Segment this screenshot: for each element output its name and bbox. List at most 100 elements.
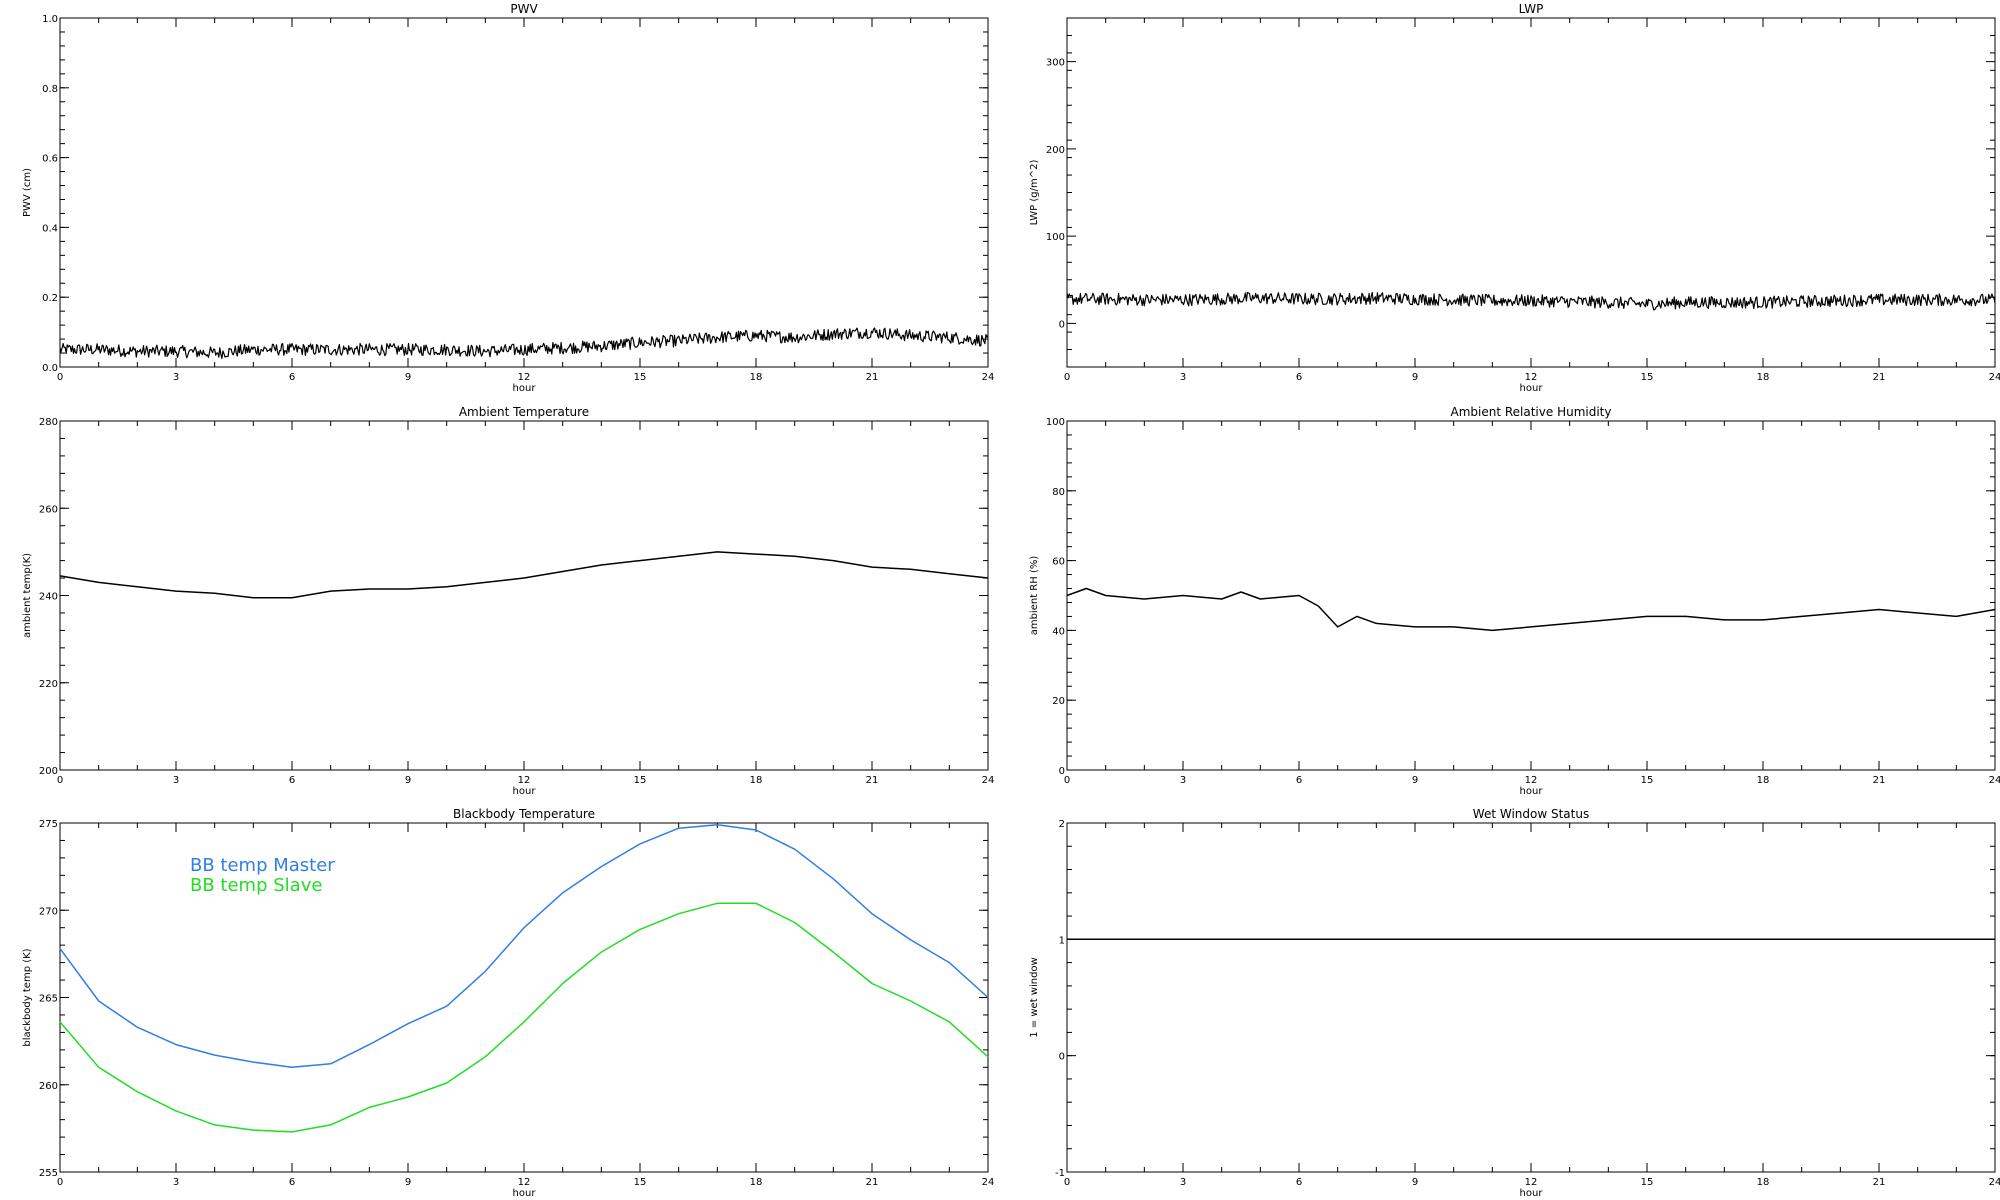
y-axis-label: ambient temp(K) xyxy=(22,553,33,638)
y-axis-label: blackbody temp (K) xyxy=(22,948,33,1046)
x-tick-label: 0 xyxy=(1064,775,1070,786)
x-tick-label: 18 xyxy=(750,372,763,383)
x-tick-label: 6 xyxy=(1296,372,1302,383)
x-tick-label: 24 xyxy=(1989,372,2000,383)
series-line-1 xyxy=(59,902,989,1133)
x-tick-label: 18 xyxy=(1757,1177,1770,1188)
x-tick-label: 21 xyxy=(1873,1177,1886,1188)
y-tick-label: 0.4 xyxy=(42,223,58,234)
y-tick-label: 100 xyxy=(1046,232,1065,243)
x-tick-label: 9 xyxy=(405,1177,411,1188)
panel-title: Blackbody Temperature xyxy=(453,807,595,821)
legend-entry: BB temp Slave xyxy=(190,875,322,896)
y-axis-label: ambient RH (%) xyxy=(1029,556,1040,636)
x-tick-label: 24 xyxy=(1989,1177,2000,1188)
y-tick-label: 0.2 xyxy=(42,293,58,304)
x-tick-label: 21 xyxy=(866,1177,879,1188)
x-tick-label: 3 xyxy=(1180,1177,1186,1188)
series-line-0 xyxy=(1066,291,1996,311)
x-tick-label: 21 xyxy=(1873,372,1886,383)
panel-title: PWV xyxy=(510,2,538,16)
y-tick-label: -1 xyxy=(1055,1168,1065,1179)
y-tick-label: 265 xyxy=(39,994,58,1005)
plot-frame xyxy=(1066,17,1996,368)
x-tick-label: 12 xyxy=(518,372,531,383)
y-tick-label: 1.0 xyxy=(42,14,58,25)
x-tick-label: 3 xyxy=(173,1177,179,1188)
x-tick-label: 15 xyxy=(634,372,647,383)
panel-title: Ambient Temperature xyxy=(459,405,589,419)
x-axis-label: hour xyxy=(1520,383,1544,394)
y-tick-label: 40 xyxy=(1052,626,1065,637)
x-tick-label: 12 xyxy=(1525,1177,1538,1188)
y-tick-label: 0 xyxy=(1059,1052,1065,1063)
x-tick-label: 18 xyxy=(750,775,763,786)
y-tick-label: 1 xyxy=(1059,935,1065,946)
x-tick-label: 21 xyxy=(866,372,879,383)
y-tick-label: 0.8 xyxy=(42,84,58,95)
x-tick-label: 18 xyxy=(750,1177,763,1188)
x-tick-label: 12 xyxy=(1525,775,1538,786)
x-tick-label: 15 xyxy=(634,1177,647,1188)
y-tick-label: 0 xyxy=(1059,319,1065,330)
x-axis-label: hour xyxy=(513,786,537,797)
y-tick-label: 260 xyxy=(39,504,58,515)
series-line-0 xyxy=(1066,587,1996,632)
x-tick-label: 6 xyxy=(289,775,295,786)
x-tick-label: 6 xyxy=(289,372,295,383)
plot-frame xyxy=(59,17,989,368)
x-tick-label: 12 xyxy=(518,775,531,786)
panel-title: Ambient Relative Humidity xyxy=(1451,405,1612,419)
x-tick-label: 15 xyxy=(634,775,647,786)
y-tick-label: 200 xyxy=(1046,145,1065,156)
x-tick-label: 9 xyxy=(1412,372,1418,383)
series-line-0 xyxy=(59,327,989,359)
plot-frame xyxy=(1066,420,1996,771)
x-tick-label: 3 xyxy=(1180,775,1186,786)
y-axis-label: 1 = wet window xyxy=(1029,957,1040,1037)
x-tick-label: 0 xyxy=(57,1177,63,1188)
x-tick-label: 6 xyxy=(289,1177,295,1188)
x-tick-label: 3 xyxy=(173,775,179,786)
x-tick-label: 15 xyxy=(1641,372,1654,383)
y-tick-label: 275 xyxy=(39,819,58,830)
x-tick-label: 12 xyxy=(1525,372,1538,383)
x-tick-label: 24 xyxy=(982,1177,995,1188)
x-tick-label: 24 xyxy=(1989,775,2000,786)
y-tick-label: 240 xyxy=(39,592,58,603)
y-tick-label: 280 xyxy=(39,417,58,428)
x-tick-label: 18 xyxy=(1757,775,1770,786)
x-tick-label: 9 xyxy=(405,372,411,383)
panel-blackbody-temp: Blackbody Temperature 0 3 6 9 12 15 18 21 24 hour 2… xyxy=(22,807,994,1199)
x-tick-label: 24 xyxy=(982,372,995,383)
x-axis-label: hour xyxy=(1520,1188,1544,1199)
x-tick-label: 24 xyxy=(982,775,995,786)
x-axis-label: hour xyxy=(513,383,537,394)
x-tick-label: 3 xyxy=(173,372,179,383)
y-tick-label: 2 xyxy=(1059,819,1065,830)
x-tick-label: 6 xyxy=(1296,775,1302,786)
x-axis-label: hour xyxy=(513,1188,537,1199)
x-tick-label: 12 xyxy=(518,1177,531,1188)
series-line-0 xyxy=(59,551,989,599)
x-tick-label: 0 xyxy=(57,372,63,383)
x-tick-label: 0 xyxy=(1064,372,1070,383)
panel-ambient-temp: Ambient Temperature 0 3 6 9 12 15 18 21 24 hour 200… xyxy=(22,405,994,797)
y-axis-label: PWV (cm) xyxy=(22,168,33,217)
x-tick-label: 21 xyxy=(1873,775,1886,786)
x-tick-label: 6 xyxy=(1296,1177,1302,1188)
x-tick-label: 18 xyxy=(1757,372,1770,383)
x-tick-label: 15 xyxy=(1641,1177,1654,1188)
x-tick-label: 3 xyxy=(1180,372,1186,383)
panel-lwp: LWP 0 3 6 9 12 15 18 21 24 hour 0 100 200 300 LWP (g/m^… xyxy=(1029,2,2000,394)
y-tick-label: 220 xyxy=(39,679,58,690)
y-tick-label: 0.0 xyxy=(42,363,58,374)
legend-entry: BB temp Master xyxy=(190,855,335,876)
y-tick-label: 255 xyxy=(39,1168,58,1179)
x-tick-label: 15 xyxy=(1641,775,1654,786)
y-tick-label: 0.6 xyxy=(42,154,58,165)
panel-title: LWP xyxy=(1519,2,1544,16)
plot-frame xyxy=(1066,822,1996,1173)
